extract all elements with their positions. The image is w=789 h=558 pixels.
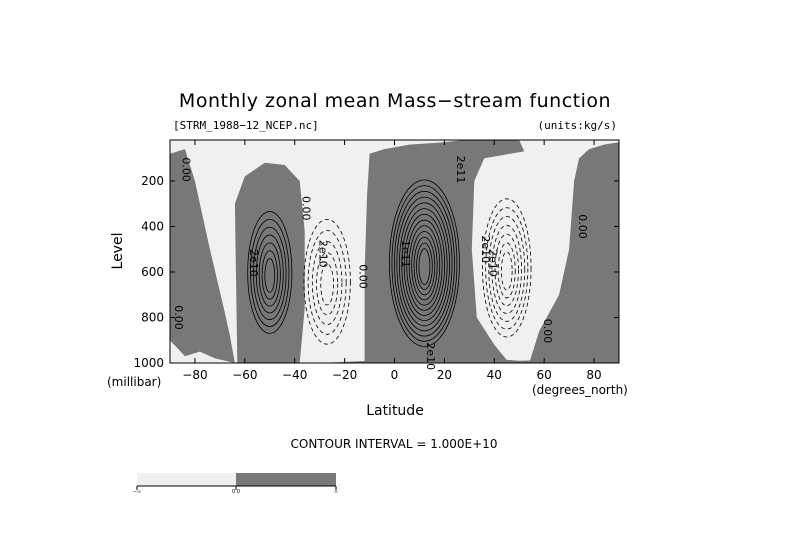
hadley-positive-cell-contour bbox=[406, 219, 443, 311]
southern-positive-cell-contour bbox=[261, 250, 278, 300]
positive-region-southpole bbox=[170, 149, 235, 363]
hadley-positive-cell-contour bbox=[394, 190, 455, 337]
positive-region-southern-cell bbox=[234, 162, 305, 363]
x-axis-unit: (degrees_north) bbox=[532, 383, 628, 397]
x-tick-label: −20 bbox=[332, 368, 357, 382]
positive-region-north bbox=[529, 142, 619, 363]
plot-area bbox=[170, 140, 619, 363]
legend-label-min: −∞ bbox=[133, 489, 141, 495]
x-tick-label: 80 bbox=[586, 368, 601, 382]
y-axis-unit: (millibar) bbox=[107, 375, 161, 389]
contour-label: 0.00 bbox=[576, 214, 589, 239]
x-axis-label: Latitude bbox=[366, 403, 424, 419]
contour-label: 0.00 bbox=[172, 305, 185, 330]
southern-positive-cell-contour bbox=[255, 234, 284, 314]
southern-positive-cell-contour bbox=[247, 211, 293, 334]
hadley-positive-cell-contour bbox=[408, 225, 441, 306]
hadley-positive-cell-contour bbox=[411, 231, 438, 301]
x-axis-ticks: −80 −60 −40 −20 0 20 40 60 80 bbox=[182, 140, 602, 382]
contour-label: 2e10 bbox=[424, 342, 437, 370]
contour-label: 2e10 bbox=[247, 249, 260, 277]
hadley-positive-cell-contour bbox=[391, 185, 458, 342]
hadley-positive-cell-contour bbox=[396, 196, 453, 332]
southern-positive-cell-contour bbox=[250, 218, 290, 327]
y-tick-label: 800 bbox=[141, 310, 164, 324]
hadley-positive-cell-contour bbox=[401, 208, 448, 321]
contour-label: 2e10 bbox=[317, 240, 330, 268]
southern-negative-cell-contour bbox=[320, 263, 334, 306]
hadley-positive-cell-contour bbox=[398, 202, 450, 327]
y-axis-label: Level bbox=[110, 233, 126, 270]
contour-interval-note: CONTOUR INTERVAL = 1.000E+10 bbox=[291, 437, 498, 451]
contour-label: 0.00 bbox=[357, 264, 370, 289]
ferrel-negative-cell-contour bbox=[491, 224, 522, 314]
x-tick-label: 0 bbox=[391, 368, 399, 382]
ferrel-negative-cell-contour bbox=[485, 207, 529, 330]
units-label: (units:kg/s) bbox=[538, 119, 617, 132]
legend-swatch-positive bbox=[236, 473, 336, 486]
y-tick-label: 200 bbox=[141, 174, 164, 188]
y-axis-ticks: 200 400 600 800 1000 bbox=[133, 174, 619, 370]
southern-negative-cell-contour bbox=[311, 241, 343, 325]
color-legend: −∞ 0.0 ∞ bbox=[133, 473, 338, 495]
legend-label-max: ∞ bbox=[334, 489, 338, 495]
ferrel-negative-cell-contour bbox=[497, 242, 516, 299]
y-tick-label: 1000 bbox=[133, 356, 164, 370]
file-label: [STRM_1988−12_NCEP.nc] bbox=[173, 119, 319, 132]
ferrel-negative-cell-contour bbox=[482, 198, 532, 338]
contour-lines bbox=[247, 179, 532, 347]
positive-shading bbox=[170, 140, 619, 363]
southern-negative-cell-contour bbox=[316, 252, 339, 316]
x-tick-label: −80 bbox=[182, 368, 207, 382]
chart-title: Monthly zonal mean Mass−stream function bbox=[179, 90, 611, 112]
y-tick-label: 400 bbox=[141, 219, 164, 233]
ferrel-negative-cell-contour bbox=[500, 251, 513, 291]
positive-region-hadley bbox=[364, 140, 525, 363]
legend-swatch-negative bbox=[137, 473, 236, 486]
hadley-positive-cell-contour bbox=[403, 213, 446, 316]
contour-label: 0.00 bbox=[180, 157, 193, 182]
ferrel-negative-cell-contour bbox=[494, 233, 519, 307]
ferrel-negative-cell-contour bbox=[488, 216, 526, 322]
southern-negative-cell-contour bbox=[303, 218, 351, 345]
x-tick-label: −60 bbox=[232, 368, 257, 382]
x-tick-label: −40 bbox=[282, 368, 307, 382]
contour-label: 0.00 bbox=[541, 319, 554, 344]
hadley-positive-cell-contour bbox=[413, 236, 436, 296]
hadley-positive-cell-contour bbox=[389, 179, 460, 347]
x-tick-label: 20 bbox=[437, 368, 452, 382]
contour-label: 2e10 bbox=[479, 235, 492, 263]
southern-negative-cell-contour bbox=[307, 230, 347, 335]
hadley-positive-cell-contour bbox=[418, 248, 431, 285]
x-tick-label: 40 bbox=[487, 368, 502, 382]
southern-positive-cell-contour bbox=[253, 226, 287, 321]
contour-label: 0.00 bbox=[299, 196, 312, 221]
southern-positive-cell-contour bbox=[258, 242, 281, 307]
x-tick-label: 60 bbox=[537, 368, 552, 382]
hadley-positive-cell-contour bbox=[416, 242, 433, 291]
southern-positive-cell-contour bbox=[264, 258, 276, 293]
contour-label: 2e11 bbox=[454, 156, 467, 184]
contour-label: 2e10 bbox=[486, 249, 499, 277]
y-tick-label: 600 bbox=[141, 265, 164, 279]
contour-label: 1e11 bbox=[399, 240, 412, 268]
legend-label-zero: 0.0 bbox=[232, 489, 240, 495]
